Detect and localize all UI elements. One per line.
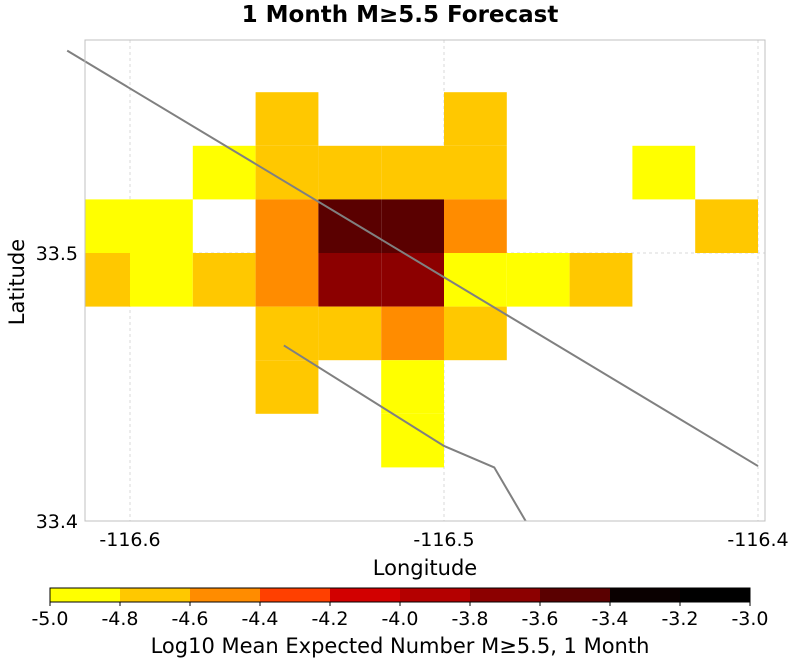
heatmap-cell — [381, 145, 444, 200]
x-axis-label: Longitude — [373, 556, 477, 580]
fault-line — [66, 49, 759, 467]
colorbar-bin — [610, 588, 680, 602]
heatmap-cell — [318, 306, 382, 361]
heatmap-cell — [444, 92, 507, 146]
heatmap-cell — [381, 413, 444, 468]
colorbar-bin — [120, 588, 190, 602]
heatmap-cell — [255, 92, 319, 146]
colorbar-tick-label: -4.2 — [311, 608, 348, 630]
x-axis-ticks: -116.6 -116.5 -116.4 — [99, 529, 788, 551]
colorbar-bin — [330, 588, 400, 602]
colorbar-tick-label: -4.6 — [171, 608, 208, 630]
heatmap-cell — [632, 145, 696, 200]
x-tick-label: -116.4 — [727, 529, 788, 551]
heatmap-cell — [255, 306, 319, 361]
colorbar-tick-label: -5.0 — [31, 608, 68, 630]
colorbar-bin — [260, 588, 330, 602]
heatmap-cell — [444, 306, 507, 361]
heatmap-cell — [192, 145, 256, 200]
heatmap-cell — [85, 199, 130, 253]
y-axis-ticks: 33.4 33.5 — [36, 243, 78, 533]
colorbar-bin — [190, 588, 260, 602]
colorbar-label: Log10 Mean Expected Number M≥5.5, 1 Mont… — [151, 634, 650, 658]
heatmap-cell — [695, 199, 758, 253]
colorbar-bin — [50, 588, 120, 602]
heatmap-cell — [381, 199, 444, 253]
chart-title: 1 Month M≥5.5 Forecast — [241, 2, 559, 28]
heatmap-cell — [255, 253, 319, 307]
heatmap-cell — [318, 253, 382, 307]
heatmap-cell — [85, 253, 130, 307]
heatmap-cell — [318, 145, 382, 200]
y-tick-label: 33.5 — [36, 243, 78, 265]
y-tick-label: 33.4 — [36, 511, 78, 533]
colorbar-ticks: -5.0 -4.8 -4.6 -4.4 -4.2 -4.0 -3.8 -3.6 -3.4 -3.2… — [31, 602, 769, 630]
heatmap-cell — [255, 145, 319, 200]
heatmap-cell — [130, 253, 193, 307]
heatmap-cells — [85, 92, 758, 468]
heatmap-cell — [444, 199, 507, 253]
plot-frame — [84, 39, 766, 522]
heatmap-cell — [130, 199, 193, 253]
heatmap-cell — [255, 199, 319, 253]
x-tick-label: -116.5 — [413, 529, 474, 551]
colorbar-tick-label: -4.4 — [241, 608, 278, 630]
fault-line — [283, 344, 527, 522]
colorbar-tick-label: -3.4 — [591, 608, 628, 630]
colorbar-tick-label: -3.8 — [451, 608, 488, 630]
heatmap-cell — [444, 253, 507, 307]
heatmap-cell — [381, 306, 444, 361]
colorbar — [49, 587, 751, 603]
colorbar-bin — [400, 588, 470, 602]
heatmap-cell — [569, 253, 633, 307]
heatmap-cell — [381, 360, 444, 414]
heatmap-cell — [444, 145, 507, 200]
y-axis-label: Latitude — [5, 239, 29, 325]
heatmap-cell — [506, 253, 570, 307]
colorbar-tick-label: -4.0 — [381, 608, 418, 630]
colorbar-bin — [680, 588, 750, 602]
x-tick-label: -116.6 — [99, 529, 160, 551]
heatmap-cell — [192, 253, 256, 307]
colorbar-bin — [540, 588, 610, 602]
colorbar-tick-label: -3.0 — [731, 608, 768, 630]
heatmap-cell — [255, 360, 319, 414]
colorbar-tick-label: -4.8 — [101, 608, 138, 630]
heatmap-cell — [381, 253, 444, 307]
colorbar-tick-label: -3.2 — [661, 608, 698, 630]
fault-lines — [66, 49, 759, 522]
colorbar-tick-label: -3.6 — [521, 608, 558, 630]
colorbar-bin — [470, 588, 540, 602]
